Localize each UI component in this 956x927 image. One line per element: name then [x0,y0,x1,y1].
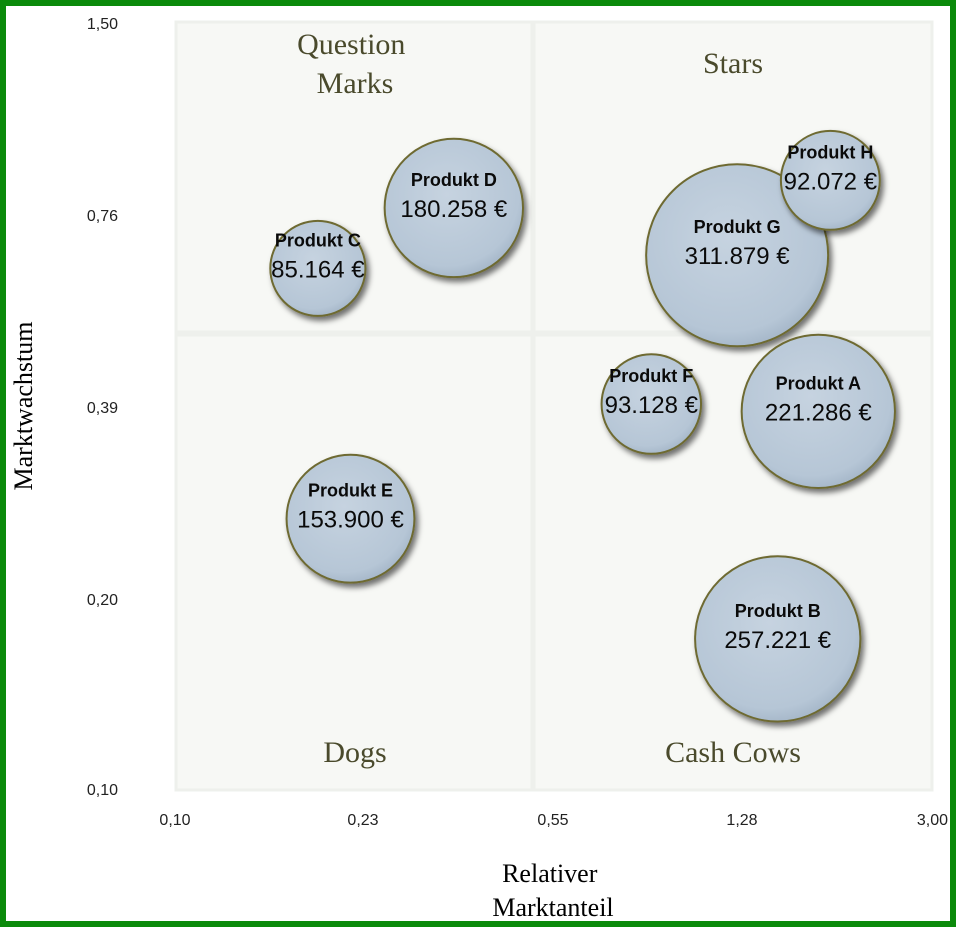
bubble-produkt-g [645,163,830,348]
bubble-name-label: Produkt F [609,366,693,386]
bubble-name-label: Produkt G [694,217,781,237]
y-tick-label: 0,39 [87,400,118,417]
quadrant-label-bottom-right: Cash Cows [665,736,801,769]
y-tick-label: 1,50 [87,16,118,33]
x-tick-label: 0,10 [159,812,190,829]
quadrant-label-top-right: Stars [703,47,763,80]
x-tick-label: 0,55 [537,812,568,829]
bubble-produkt-e [285,453,416,584]
bubble-produkt-a [740,333,896,490]
x-tick-label: 0,23 [347,812,378,829]
y-tick-label: 0,76 [87,208,118,225]
bubble-value-label: 257.221 € [724,627,831,654]
bubble-name-label: Produkt H [787,142,873,162]
bubble-produkt-f [600,353,703,455]
bubble-value-label: 92.072 € [784,168,878,195]
bubble-name-label: Produkt A [776,373,861,393]
quadrant-label-top-left: Question Marks [297,28,413,100]
bubble-value-label: 311.879 € [685,243,791,270]
x-axis-title: Relativer Marktanteil [492,859,613,922]
y-tick-label: 0,20 [87,592,118,609]
x-tick-label: 3,00 [917,812,948,829]
y-tick-label: 0,10 [87,782,118,799]
bubble-value-label: 221.286 € [765,399,872,426]
bubble-layer: Produkt G 311.879 € Produkt B 257.221 € Prod… [269,129,896,723]
bubble-name-label: Produkt D [411,170,497,190]
bubble-value-label: 153.900 € [297,507,404,534]
bubble-value-label: 85.164 € [271,256,365,283]
bubble-name-label: Produkt C [275,230,361,250]
bubble-produkt-c [269,219,367,317]
bubble-name-label: Produkt B [735,601,821,621]
quadrant-label-bottom-left: Dogs [323,736,386,769]
bubble-produkt-b [694,555,862,723]
y-axis-title: Marktwachstum [9,322,38,491]
x-tick-label: 1,28 [726,812,757,829]
bubble-name-label: Produkt E [308,481,393,501]
bubble-produkt-d [383,137,525,279]
bubble-value-label: 180.258 € [400,196,507,223]
bubble-produkt-h [779,129,881,231]
bubble-value-label: 93.128 € [605,392,699,419]
